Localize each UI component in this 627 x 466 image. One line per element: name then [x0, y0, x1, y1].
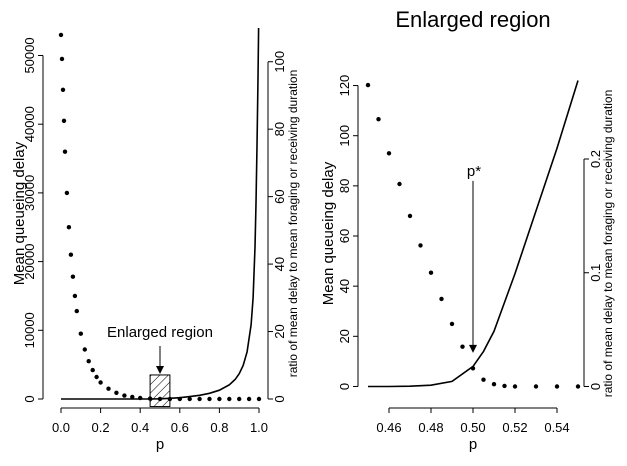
- enlarged-region-box: [149, 374, 171, 408]
- x-axis-label: p: [469, 436, 477, 453]
- y2-axis-label: ratio of mean delay to mean foraging or …: [286, 70, 300, 378]
- y-tick-label: 20000: [22, 244, 37, 280]
- series-point: [187, 396, 192, 402]
- x-tick-label: 0.54: [544, 420, 569, 435]
- series-point: [481, 377, 486, 382]
- y-tick-label: 50000: [22, 37, 37, 73]
- y2-axis-label: ratio of mean delay to mean foraging or …: [601, 90, 615, 398]
- y-tick-label: 100: [337, 125, 352, 147]
- series-point: [72, 293, 78, 299]
- x-tick-label: 0.46: [376, 420, 401, 435]
- series-point: [59, 56, 65, 62]
- series-point: [94, 374, 99, 380]
- right-panel: 0 20 40 60 80 100 120 0 0.1 0.2 0.46 0.48 0.50 0.52 0.…: [320, 7, 615, 453]
- series-point: [227, 396, 232, 402]
- series-point: [78, 331, 84, 336]
- x-tick-label: 0.48: [418, 420, 443, 435]
- series-point: [130, 394, 135, 400]
- series-point: [86, 359, 91, 364]
- series-point: [365, 82, 371, 88]
- annotation-label: Enlarged region: [107, 324, 213, 341]
- y2-tick-label: 80: [272, 122, 287, 136]
- series-point: [428, 270, 434, 275]
- series-line: [368, 80, 579, 388]
- series-point: [64, 190, 70, 196]
- chart-title: Enlarged region: [395, 7, 550, 32]
- y-axis-label: Mean queueing delay: [11, 141, 28, 285]
- y-tick-label: 20: [337, 329, 352, 343]
- annotation-arrowhead: [156, 365, 164, 374]
- series-point: [397, 181, 402, 187]
- series-point: [407, 213, 413, 219]
- series-point: [418, 243, 423, 248]
- x-tick-label: 1.0: [250, 420, 268, 435]
- y2-tick-label: 60: [272, 189, 287, 203]
- y2-tick-label: 0.2: [588, 150, 603, 168]
- series-point: [114, 390, 119, 395]
- x-axis-label: p: [156, 436, 164, 453]
- series-point: [207, 396, 212, 402]
- y2-tick-label: 20: [272, 324, 287, 338]
- x-tick-label: 0.6: [171, 420, 189, 435]
- x-tick-label: 0.0: [52, 420, 70, 435]
- y2-tick-label: 0.1: [588, 264, 603, 282]
- left-panel: 0 10000 20000 30000 40000 50000 0 20 40 60 80 100 0.…: [11, 27, 300, 453]
- series-point: [246, 396, 252, 402]
- y2-tick-label: 0: [272, 395, 287, 402]
- y-tick-label: 60: [337, 229, 352, 243]
- y-tick-label: 40000: [22, 106, 37, 142]
- series-point: [237, 396, 242, 402]
- series-point: [554, 384, 560, 389]
- series-point: [491, 382, 497, 387]
- series-point: [61, 118, 67, 124]
- series-point: [449, 321, 455, 327]
- series-point: [386, 151, 392, 156]
- y-tick-label: 0: [337, 383, 352, 390]
- series-point: [66, 225, 72, 230]
- series-point: [533, 384, 539, 389]
- y-tick-label: 30000: [22, 175, 37, 211]
- series-point: [502, 383, 507, 389]
- series-point: [90, 367, 95, 373]
- series-point: [62, 149, 68, 154]
- series-point: [82, 347, 88, 352]
- series-point: [256, 396, 262, 402]
- series-line: [61, 27, 260, 400]
- y-tick-label: 40: [337, 279, 352, 293]
- series-point: [74, 308, 80, 314]
- series-point: [122, 393, 127, 398]
- y-axis-label: Mean queueing delay: [320, 161, 337, 305]
- series-point: [60, 87, 66, 93]
- series-point: [68, 252, 74, 257]
- series-point: [106, 386, 111, 391]
- y2-tick-label: 100: [272, 51, 287, 73]
- series-point: [439, 296, 444, 302]
- p-star-label: p*: [467, 163, 481, 180]
- y-tick-label: 120: [337, 75, 352, 97]
- x-tick-label: 0.50: [460, 420, 485, 435]
- y-tick-label: 10000: [22, 312, 37, 348]
- series-point: [197, 396, 202, 402]
- y2-tick-label: 0: [588, 383, 603, 390]
- series-point: [58, 32, 64, 38]
- series-point: [98, 380, 103, 385]
- x-tick-label: 0.8: [210, 420, 228, 435]
- y-tick-label: 80: [337, 179, 352, 193]
- y-tick-label: 0: [22, 395, 37, 402]
- x-tick-label: 0.4: [131, 420, 149, 435]
- x-tick-label: 0.2: [92, 420, 110, 435]
- series-point: [512, 384, 518, 389]
- p-star-arrowhead: [469, 344, 477, 353]
- series-point: [575, 384, 581, 389]
- series-point: [460, 344, 465, 349]
- series-point: [70, 274, 76, 279]
- series-point: [217, 396, 222, 402]
- x-tick-label: 0.52: [502, 420, 527, 435]
- y2-tick-label: 40: [272, 257, 287, 271]
- series-point: [376, 117, 381, 122]
